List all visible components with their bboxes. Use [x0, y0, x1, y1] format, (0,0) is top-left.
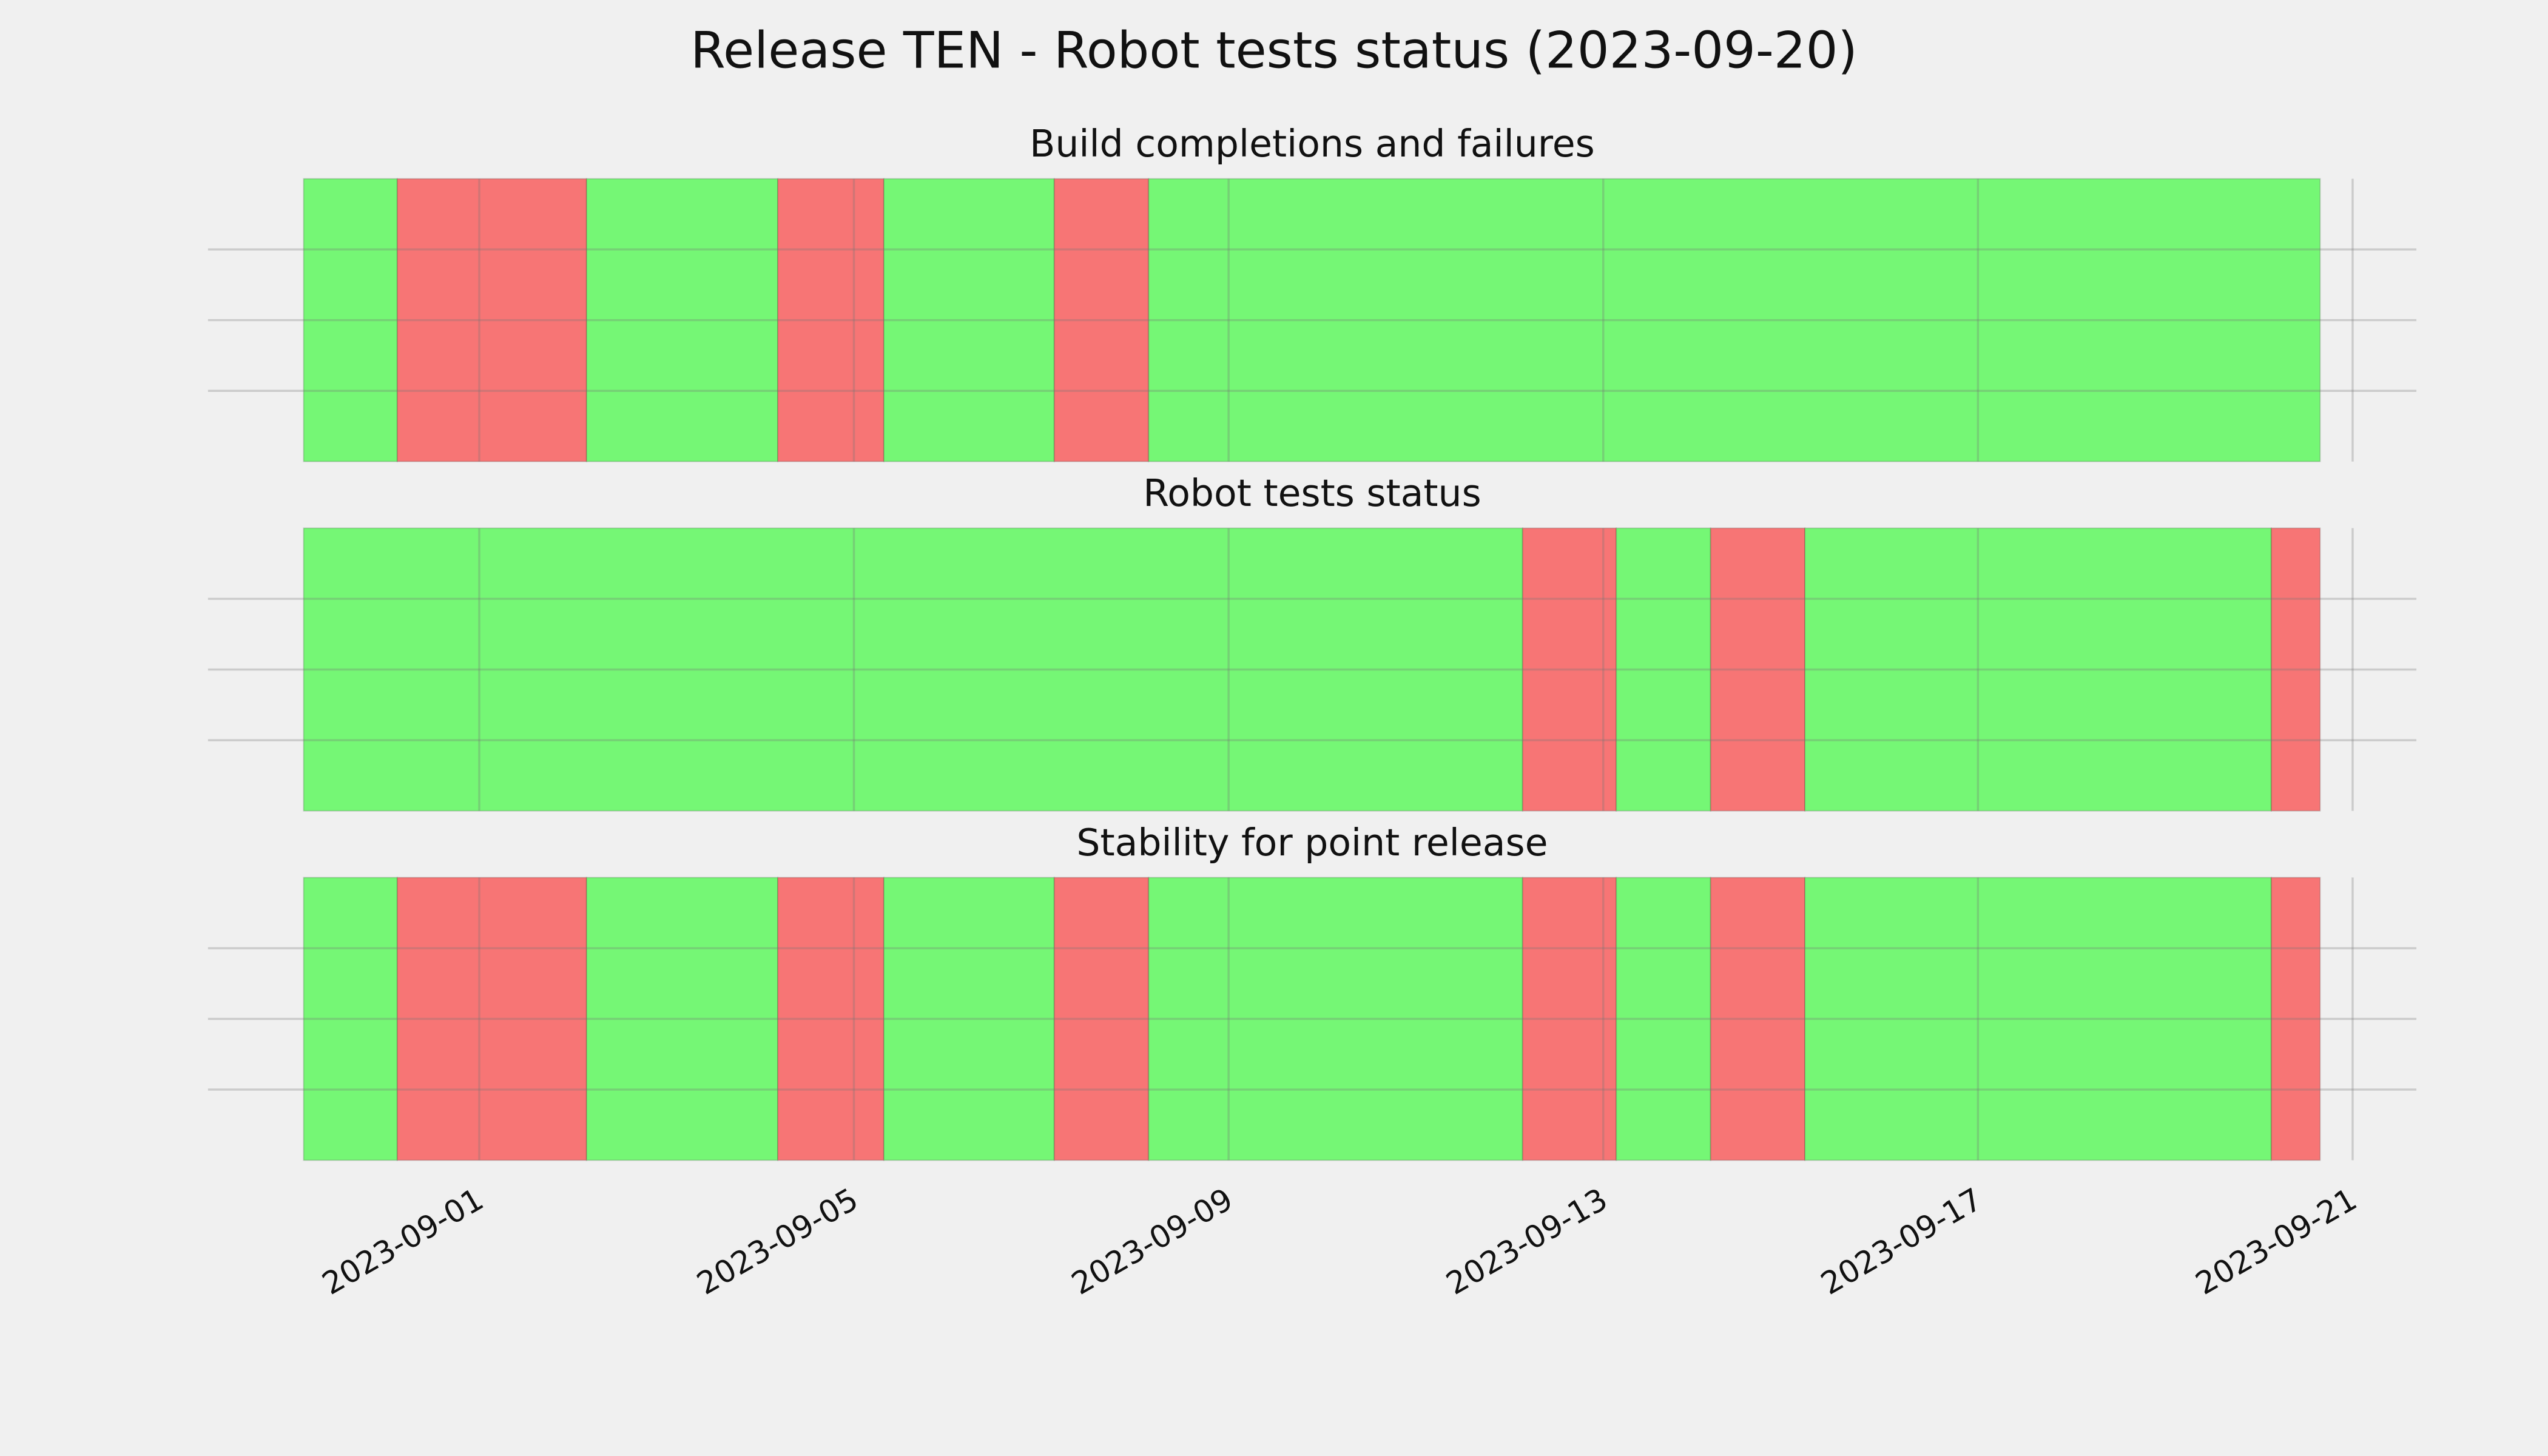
- status-span: [585, 178, 779, 462]
- status-span: [396, 877, 587, 1161]
- status-span: [2270, 527, 2321, 812]
- status-span: [396, 178, 587, 462]
- status-span: [1804, 877, 2273, 1161]
- status-span: [777, 178, 885, 462]
- status-span: [303, 527, 1523, 812]
- subplot-title: Stability for point release: [1076, 821, 1548, 864]
- status-span: [1053, 877, 1150, 1161]
- status-span: [883, 178, 1055, 462]
- status-span: [2270, 877, 2321, 1161]
- status-span: [1148, 178, 2321, 462]
- status-span: [1522, 877, 1617, 1161]
- subplot-title: Build completions and failures: [1030, 122, 1595, 166]
- status-span: [883, 877, 1055, 1161]
- status-span: [1522, 527, 1617, 812]
- status-span: [1710, 527, 1806, 812]
- status-span: [585, 877, 779, 1161]
- status-span: [777, 877, 885, 1161]
- status-span: [303, 178, 398, 462]
- status-span: [1710, 877, 1806, 1161]
- subplot-title: Robot tests status: [1143, 471, 1481, 515]
- status-span: [1616, 527, 1711, 812]
- status-span: [303, 877, 398, 1161]
- status-span: [1804, 527, 2273, 812]
- status-span: [1148, 877, 1523, 1161]
- status-span: [1616, 877, 1711, 1161]
- chart-title: Release TEN - Robot tests status (2023-0…: [690, 21, 1858, 79]
- status-span: [1053, 178, 1150, 462]
